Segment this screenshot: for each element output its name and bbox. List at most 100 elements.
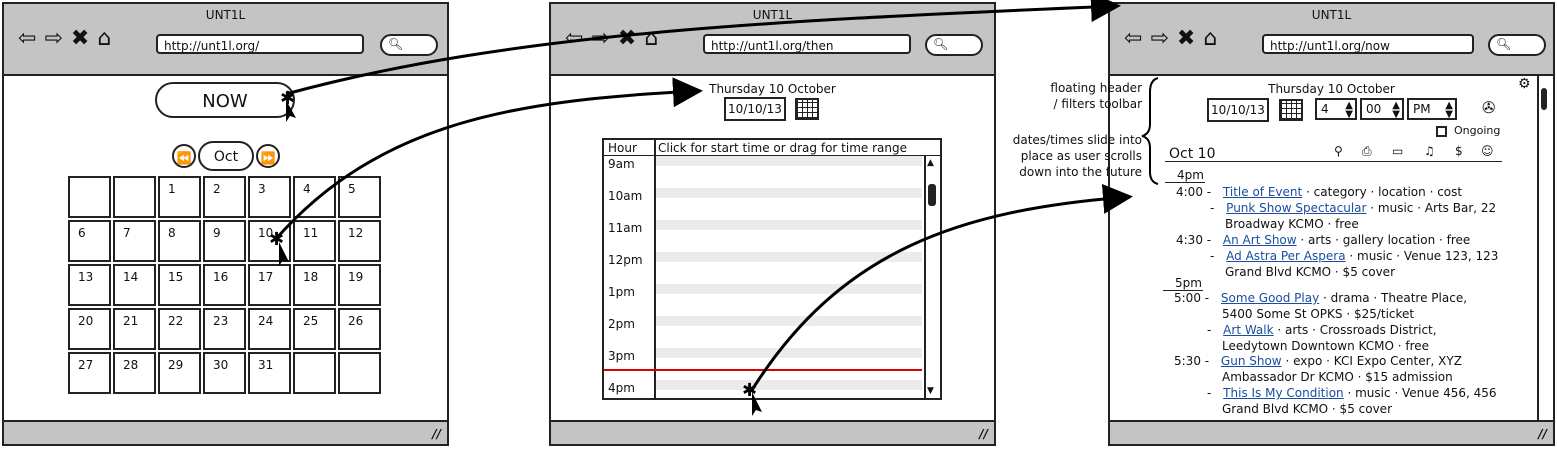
day-cell[interactable]: 22 [158, 308, 201, 350]
event-title-link[interactable]: Ad Astra Per Aspera [1226, 249, 1346, 263]
day-cell[interactable]: 23 [203, 308, 246, 350]
home-icon[interactable]: ⌂ [1203, 26, 1218, 51]
time-scrollbar[interactable]: ▲ ▼ [924, 156, 940, 398]
event-title-link[interactable]: Gun Show [1220, 354, 1282, 368]
day-cell[interactable]: 2 [203, 176, 246, 218]
location-icon[interactable]: ✇ [1482, 98, 1496, 117]
scroll-down-icon[interactable]: ▼ [927, 386, 934, 396]
day-cell[interactable]: 26 [338, 308, 381, 350]
day-cell[interactable] [68, 176, 111, 218]
address-bar[interactable]: http://unt1l.org/ [156, 34, 364, 54]
day-cell[interactable]: 1 [158, 176, 201, 218]
resize-grip-icon[interactable]: // [432, 427, 441, 441]
stepper-arrows-icon[interactable]: ▲ ▼ [1392, 100, 1400, 120]
back-arrow-icon[interactable]: ⇦ [18, 26, 37, 51]
day-cell[interactable]: 17 [248, 264, 291, 306]
gear-icon[interactable]: ⚙ [1518, 76, 1531, 92]
stepper-arrows-icon[interactable]: ▲ ▼ [1345, 100, 1353, 120]
day-cell[interactable]: 5 [338, 176, 381, 218]
month-label[interactable]: Oct [198, 141, 254, 171]
search-field[interactable]: 🔍︎ [1488, 34, 1546, 56]
event-details: · music · Venue 456, 456 [1343, 386, 1497, 400]
scroll-up-icon[interactable]: ▲ [927, 158, 934, 168]
hour-group-rule [1163, 290, 1203, 291]
next-month-button[interactable]: ⏩ [256, 144, 280, 168]
search-field[interactable]: 🔍︎ [925, 34, 983, 56]
day-cell[interactable]: 10 [248, 220, 291, 262]
day-cell[interactable]: 19 [338, 264, 381, 306]
day-cell[interactable]: 28 [113, 352, 156, 394]
day-cell[interactable]: 7 [113, 220, 156, 262]
event-title-link[interactable]: Some Good Play [1220, 291, 1320, 305]
back-arrow-icon[interactable]: ⇦ [565, 26, 584, 51]
day-cell[interactable]: 9 [203, 220, 246, 262]
calendar-grid-icon[interactable] [1279, 99, 1303, 121]
date-input[interactable]: 10/10/13 [724, 97, 786, 121]
scroll-thumb[interactable] [928, 184, 936, 206]
forward-arrow-icon[interactable]: ⇨ [1150, 26, 1169, 51]
ampm-stepper[interactable]: PM ▲ ▼ [1407, 98, 1457, 120]
forward-arrow-icon[interactable]: ⇨ [44, 26, 63, 51]
close-x-icon[interactable]: ✖ [617, 26, 637, 51]
hour-label: 2pm [608, 317, 635, 331]
search-icon: 🔍︎ [388, 37, 404, 51]
day-cell[interactable] [113, 176, 156, 218]
pin-icon[interactable]: ⚲ [1334, 144, 1343, 158]
hour-stepper[interactable]: 4 ▲ ▼ [1315, 98, 1357, 120]
day-cell[interactable]: 12 [338, 220, 381, 262]
search-field[interactable]: 🔍︎ [380, 34, 438, 56]
day-cell[interactable]: 3 [248, 176, 291, 218]
day-cell[interactable]: 18 [293, 264, 336, 306]
day-cell[interactable]: 25 [293, 308, 336, 350]
event-title-link[interactable]: Art Walk [1223, 323, 1274, 337]
search-icon: 🔍︎ [933, 37, 949, 51]
ongoing-checkbox[interactable] [1436, 126, 1447, 137]
music-icon[interactable]: ♫ [1424, 144, 1435, 158]
forward-arrow-icon[interactable]: ⇨ [591, 26, 610, 51]
day-cell[interactable]: 6 [68, 220, 111, 262]
home-icon[interactable]: ⌂ [644, 26, 659, 51]
day-cell[interactable]: 24 [248, 308, 291, 350]
event-title-link[interactable]: This Is My Condition [1223, 386, 1344, 400]
resize-grip-icon[interactable]: // [979, 427, 988, 441]
day-cell[interactable]: 11 [293, 220, 336, 262]
day-cell[interactable] [293, 352, 336, 394]
home-icon[interactable]: ⌂ [97, 26, 112, 51]
stepper-arrows-icon[interactable]: ▲ ▼ [1445, 100, 1453, 120]
camera-icon[interactable]: ⎙ [1362, 144, 1372, 158]
now-button[interactable]: NOW [155, 82, 295, 118]
event-details: · drama · Theatre Place, [1319, 291, 1468, 305]
dollar-icon[interactable]: $ [1455, 144, 1463, 158]
event-title-link[interactable]: Punk Show Spectacular [1226, 201, 1367, 215]
day-cell[interactable]: 30 [203, 352, 246, 394]
day-cell[interactable]: 13 [68, 264, 111, 306]
date-input[interactable]: 10/10/13 [1207, 98, 1269, 122]
day-cell[interactable]: 16 [203, 264, 246, 306]
day-cell[interactable]: 27 [68, 352, 111, 394]
theater-icon[interactable]: ☺ [1481, 144, 1494, 158]
day-cell[interactable]: 15 [158, 264, 201, 306]
video-icon[interactable]: ▭ [1392, 144, 1404, 158]
event-title-link[interactable]: Title of Event [1222, 185, 1303, 199]
close-x-icon[interactable]: ✖ [1176, 26, 1196, 51]
day-cell[interactable]: 31 [248, 352, 291, 394]
resize-grip-icon[interactable]: // [1538, 427, 1547, 441]
day-cell[interactable]: 29 [158, 352, 201, 394]
address-bar[interactable]: http://unt1l.org/then [703, 34, 911, 54]
day-cell[interactable]: 20 [68, 308, 111, 350]
calendar-grid-icon[interactable] [795, 98, 819, 120]
close-x-icon[interactable]: ✖ [70, 26, 90, 51]
day-cell[interactable]: 4 [293, 176, 336, 218]
day-cell[interactable]: 8 [158, 220, 201, 262]
address-bar[interactable]: http://unt1l.org/now [1262, 34, 1474, 54]
event-title-link[interactable]: An Art Show [1222, 233, 1297, 247]
back-arrow-icon[interactable]: ⇦ [1124, 26, 1143, 51]
page-scrollbar[interactable] [1537, 76, 1551, 420]
day-cell[interactable] [338, 352, 381, 394]
prev-month-button[interactable]: ⏪ [172, 144, 196, 168]
day-cell[interactable]: 14 [113, 264, 156, 306]
day-cell[interactable]: 21 [113, 308, 156, 350]
minute-stepper[interactable]: 00 ▲ ▼ [1360, 98, 1404, 120]
scroll-thumb[interactable] [1541, 88, 1547, 110]
time-range-picker[interactable]: Hour Click for start time or drag for ti… [602, 138, 942, 400]
